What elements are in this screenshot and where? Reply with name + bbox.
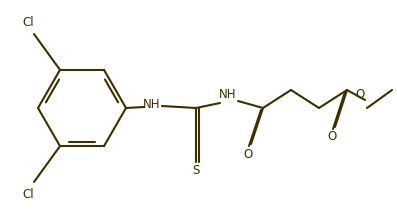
Text: NH: NH	[143, 97, 161, 110]
Text: Cl: Cl	[22, 187, 34, 200]
Text: O: O	[243, 149, 252, 162]
Text: S: S	[192, 164, 200, 177]
Text: Cl: Cl	[22, 15, 34, 28]
Text: NH: NH	[219, 88, 237, 101]
Text: O: O	[328, 131, 337, 144]
Text: O: O	[355, 88, 364, 101]
